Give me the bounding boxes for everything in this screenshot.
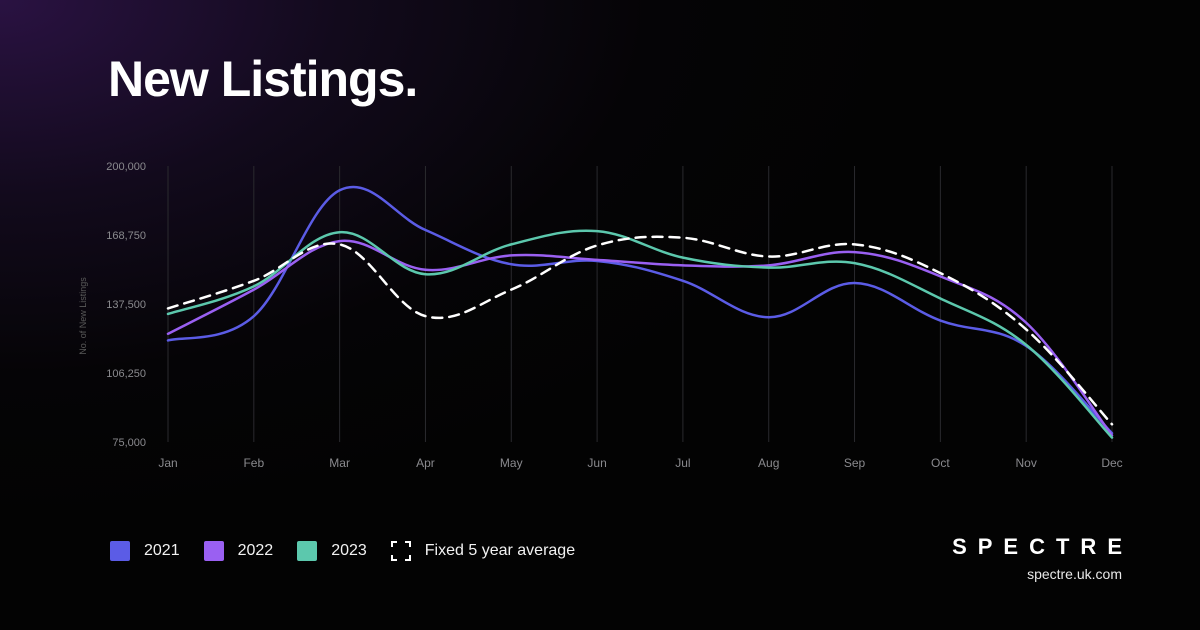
x-tick-label: Mar	[329, 456, 350, 470]
x-tick-label: Oct	[931, 456, 950, 470]
legend-item-2023[interactable]: 2023	[297, 541, 367, 561]
series-line-2023	[166, 229, 1114, 439]
x-tick-label: Jun	[587, 456, 606, 470]
x-tick-label: Feb	[243, 456, 264, 470]
legend-label: 2023	[331, 542, 367, 559]
legend: 2021 2022 2023 Fixed 5 year average	[110, 541, 575, 561]
y-tick-label: 168,750	[106, 230, 146, 242]
x-tick-label: Aug	[758, 456, 779, 470]
series-line-2022	[166, 239, 1114, 437]
legend-item-2022[interactable]: 2022	[203, 541, 274, 561]
brand: SPECTRE spectre.uk.com	[952, 534, 1122, 582]
legend-label: 2022	[237, 542, 274, 559]
legend-swatch-2021	[110, 541, 130, 561]
x-tick-label: May	[500, 456, 523, 470]
legend-label: 2021	[144, 542, 180, 559]
legend-item-average[interactable]: Fixed 5 year average	[390, 541, 576, 561]
x-tick-label: Jan	[158, 456, 177, 470]
brand-url: spectre.uk.com	[1027, 566, 1122, 582]
x-tick-label: Dec	[1101, 456, 1122, 470]
page-title: New Listings.	[108, 51, 418, 107]
series-line-5yr-average	[166, 235, 1114, 426]
y-tick-label: 75,000	[112, 437, 146, 449]
brand-logo: SPECTRE	[952, 534, 1133, 559]
legend-swatch-average-icon	[390, 541, 411, 561]
x-tick-label: Nov	[1016, 456, 1037, 470]
y-axis-label: No. of New Listings	[78, 277, 88, 355]
y-tick-label: 137,500	[106, 299, 146, 311]
x-tick-label: Jul	[675, 456, 690, 470]
legend-item-2021[interactable]: 2021	[110, 541, 180, 561]
y-tick-label: 200,000	[106, 161, 146, 173]
legend-swatch-2022	[203, 541, 224, 561]
legend-swatch-2023	[297, 541, 318, 561]
legend-label: Fixed 5 year average	[424, 542, 576, 559]
y-tick-label: 106,250	[106, 368, 146, 380]
x-tick-label: Apr	[416, 456, 435, 470]
x-tick-label: Sep	[844, 456, 866, 470]
series-line-2021	[166, 185, 1114, 435]
